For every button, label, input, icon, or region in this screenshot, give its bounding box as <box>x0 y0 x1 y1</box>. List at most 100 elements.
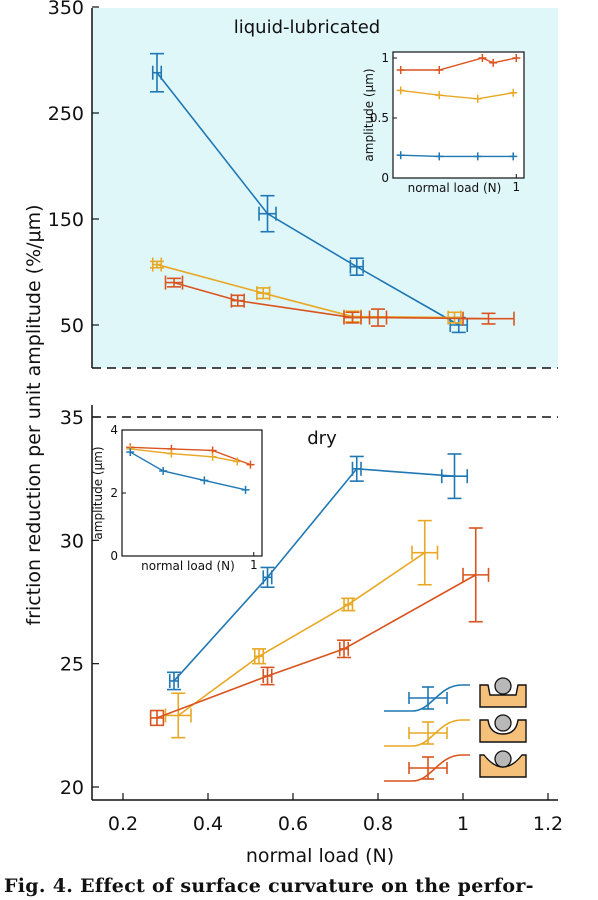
lub-line-blue <box>156 72 460 326</box>
dry-inset-point-blue <box>159 466 168 475</box>
lub-point-blue <box>150 52 164 93</box>
lub-point-orange <box>343 310 362 325</box>
lub-inset-point-orange <box>396 66 405 74</box>
lub-inset-y-tick-label: 0.5 <box>370 111 389 125</box>
dry-point-yellow <box>411 519 439 586</box>
dry-line-blue <box>173 467 455 682</box>
dry-inset-point-yellow <box>208 452 217 461</box>
dry-inset-frame <box>121 429 263 557</box>
lub-inset-frame <box>392 51 525 179</box>
dry-point-yellow <box>341 597 356 612</box>
dry-line-orange <box>156 574 477 719</box>
legend-ball-icon <box>494 677 512 695</box>
figure-caption: Fig. 4. Effect of surface curvature on t… <box>4 875 534 897</box>
dry-line-yellow <box>177 552 426 717</box>
dry-x-tick-label: 1 <box>457 813 469 835</box>
dry-x-tick-label: 0.4 <box>193 813 223 835</box>
lub-inset-point-yellow <box>509 88 518 97</box>
dry-point-blue <box>440 453 469 500</box>
lub-inset-line-blue <box>400 154 514 158</box>
dry-x-tick-label: 0.2 <box>108 813 138 835</box>
lub-point-blue <box>349 257 364 276</box>
lub-series-blue <box>150 52 469 334</box>
lub-point-yellow <box>150 257 164 272</box>
legend-entry-orange <box>384 750 527 782</box>
dry-point-yellow <box>252 648 266 665</box>
dry-y-tick-label: 35 <box>60 407 84 429</box>
legend <box>384 677 527 782</box>
dry-point-blue <box>260 566 275 589</box>
lub-inset-point-blue <box>473 152 482 161</box>
dry-inset-point-blue <box>126 448 135 457</box>
dry-x-tick-label: 1.2 <box>533 813 563 835</box>
lub-inset-y-tick-label: 1 <box>381 51 389 65</box>
dry-inset-y-tick-label: 0 <box>110 549 118 563</box>
lub-point-blue <box>258 194 277 233</box>
lub-point-orange <box>368 308 388 327</box>
lub-inset-line-yellow <box>400 89 514 100</box>
dry-x-tick-label: 0.6 <box>278 813 308 835</box>
lub-inset-x-label: normal load (N) <box>408 181 502 195</box>
dry-point-blue <box>167 671 181 691</box>
dry-series-blue <box>167 453 469 691</box>
dry-inset-x-tick-label: 1 <box>250 558 258 572</box>
lub-inset-point-orange <box>435 66 444 74</box>
dry-inset-point-blue <box>241 485 250 494</box>
friction-reduction-figure: friction reduction per unit amplitude (%… <box>23 0 563 867</box>
dry-inset-point-orange <box>246 460 255 469</box>
dry-y-tick-label: 30 <box>60 530 84 552</box>
lub-point-orange <box>164 275 184 290</box>
lub-inset-y-label: amplitude (μm) <box>362 68 376 161</box>
dry-inset-line-orange <box>130 446 251 466</box>
lub-series-orange <box>164 275 515 327</box>
dry-inset-line-yellow <box>130 448 238 463</box>
dry-inset-x-label: normal load (N) <box>141 559 235 573</box>
lub-inset: 0 0.5 1 1 normal load (N) amplitude (μm) <box>362 51 525 195</box>
dry-point-yellow <box>164 692 192 739</box>
lubricated-panel-title: liquid-lubricated <box>234 17 380 38</box>
lub-inset-point-orange <box>489 58 498 67</box>
dry-inset-y-tick-label: 4 <box>110 423 118 437</box>
lub-inset-point-yellow <box>473 94 482 103</box>
dry-inset-point-yellow <box>167 449 176 458</box>
shared-y-axis-label: friction reduction per unit amplitude (%… <box>23 204 45 625</box>
lub-point-orange <box>230 293 245 308</box>
dry-x-tick-label: 0.8 <box>363 813 393 835</box>
lub-inset-point-blue <box>396 151 405 160</box>
lub-inset-x-tick-label: 1 <box>512 180 520 194</box>
lub-inset-point-orange <box>512 54 521 62</box>
legend-entry-yellow <box>384 714 527 747</box>
dry-point-orange <box>149 709 165 727</box>
dry-point-orange <box>337 639 351 659</box>
legend-substrate-shallow-groove <box>479 719 527 743</box>
lub-inset-y-tick-label: 0 <box>381 171 389 185</box>
legend-substrate-curved <box>479 754 527 778</box>
dry-inset-point-blue <box>200 476 209 485</box>
dry-y-tick-label: 20 <box>60 777 84 799</box>
lub-y-tick-label: 250 <box>48 103 84 125</box>
lub-inset-point-blue <box>435 152 444 161</box>
dry-series-orange <box>149 527 490 727</box>
dry-point-orange <box>462 527 490 623</box>
dry-inset: 0 2 4 1 normal load (N) amplitude (μm) <box>91 423 263 573</box>
lub-point-yellow <box>256 286 271 301</box>
dry-x-axis-label: normal load (N) <box>246 845 394 867</box>
lub-y-tick-label: 150 <box>48 209 84 231</box>
dry-inset-y-label: amplitude (μm) <box>91 446 105 539</box>
lub-y-tick-label: 50 <box>60 315 84 337</box>
dry-inset-y-tick-label: 2 <box>110 486 118 500</box>
dry-series-yellow <box>164 519 439 739</box>
lub-inset-point-orange <box>478 54 487 62</box>
dry-point-orange <box>260 666 275 686</box>
legend-ball-icon <box>494 714 512 732</box>
dry-inset-line-blue <box>129 451 246 491</box>
lub-point-orange <box>462 311 515 326</box>
dry-inset-point-yellow <box>233 457 242 466</box>
legend-entry-blue <box>384 677 527 712</box>
legend-substrate-flat <box>479 684 527 708</box>
dry-point-blue <box>349 455 364 482</box>
dry-y-tick-label: 25 <box>60 654 84 676</box>
dry-panel-title: dry <box>307 428 337 449</box>
lub-inset-point-blue <box>509 152 518 161</box>
lub-y-tick-label: 350 <box>48 0 84 19</box>
